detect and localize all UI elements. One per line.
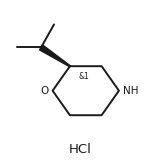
Text: NH: NH: [123, 86, 139, 96]
Polygon shape: [40, 45, 70, 67]
Text: &1: &1: [79, 72, 90, 81]
Text: HCl: HCl: [69, 143, 91, 156]
Text: O: O: [40, 87, 49, 96]
